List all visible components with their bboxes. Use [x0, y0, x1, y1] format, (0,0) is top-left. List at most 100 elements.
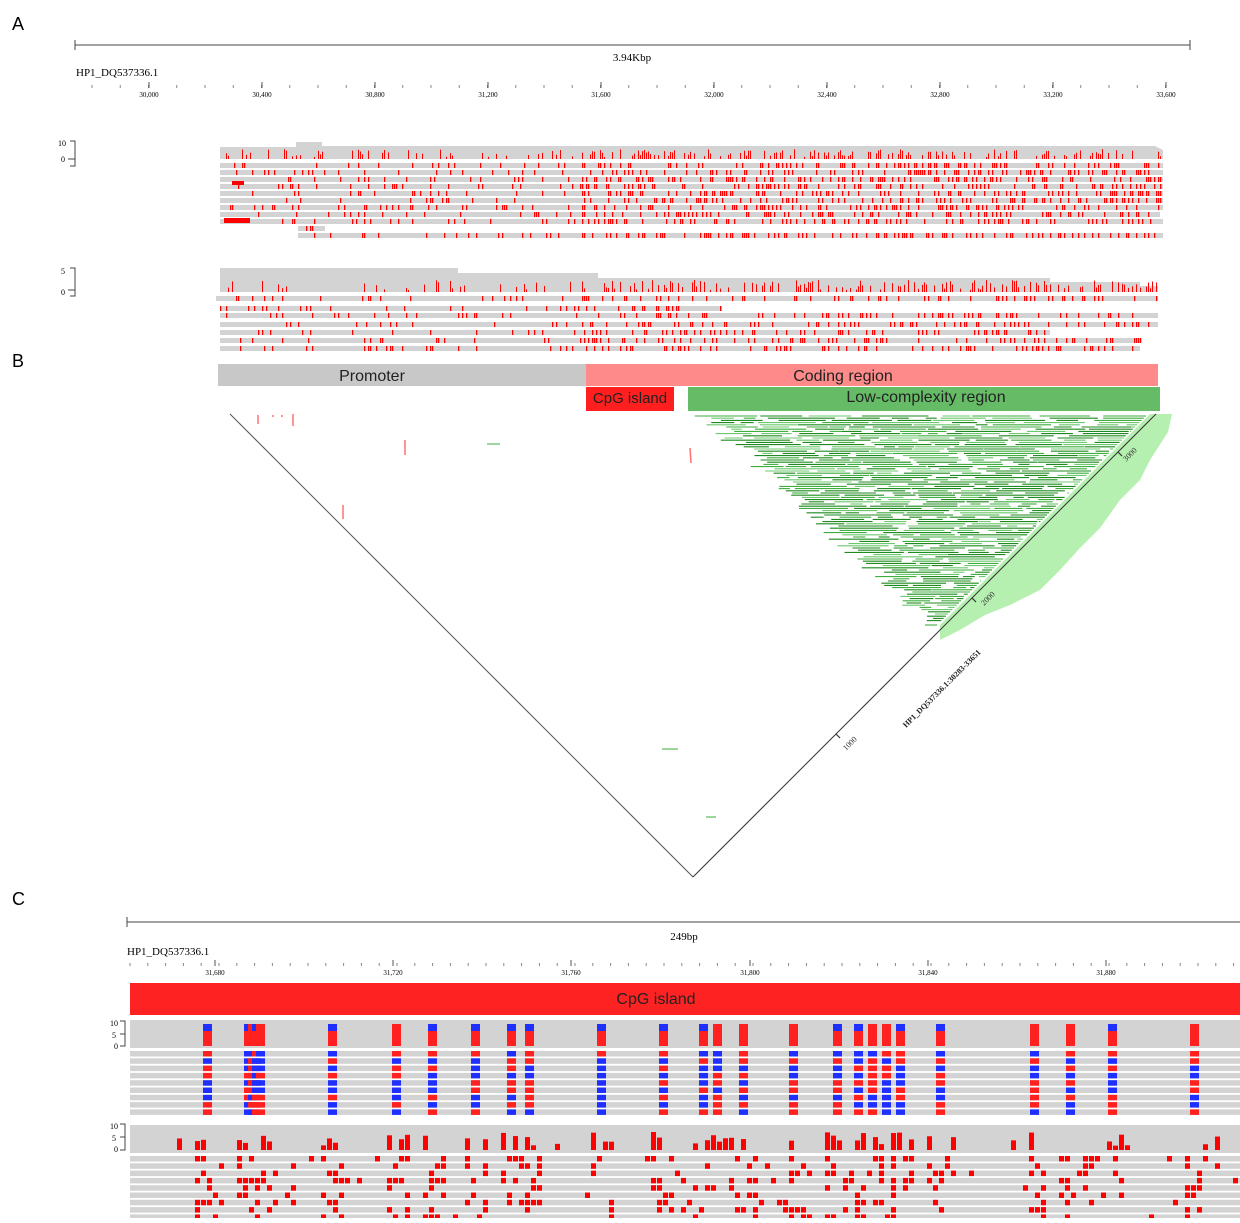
mismatch-mark	[774, 233, 776, 238]
mismatch-mark	[732, 177, 734, 182]
mismatch-mark	[760, 163, 762, 168]
mismatch-mark	[1112, 281, 1113, 292]
dot-plot-triangle: 1000 2000 3000 HP1_DQ537336.1:30283-3365…	[229, 413, 1172, 878]
mismatch-mark	[942, 184, 944, 189]
mismatch-mark	[850, 288, 851, 292]
mismatch-mark	[690, 338, 692, 343]
mismatch-mark	[976, 184, 978, 189]
mismatch-mark	[597, 1156, 602, 1162]
mismatch-mark	[608, 338, 610, 343]
methylation-column	[392, 1024, 401, 1046]
mismatch-mark	[710, 289, 711, 292]
panel-a-sample2-mismatches	[220, 280, 1158, 351]
mismatch-mark	[784, 212, 786, 217]
mismatch-mark	[356, 219, 358, 224]
mismatch-mark	[686, 163, 688, 168]
mismatch-mark	[606, 184, 608, 189]
mismatch-mark	[525, 1192, 530, 1198]
mismatch-mark	[928, 170, 930, 175]
mismatch-mark	[890, 322, 892, 327]
mismatch-mark	[1006, 191, 1008, 196]
mismatch-mark	[620, 281, 621, 292]
mismatch-mark	[612, 296, 614, 301]
mismatch-mark	[730, 177, 732, 182]
mismatch-mark	[784, 184, 786, 189]
mismatch-mark	[488, 156, 489, 159]
mismatch-mark	[1038, 163, 1040, 168]
mismatch-mark	[1138, 212, 1140, 217]
mismatch-mark	[928, 233, 930, 238]
mismatch-mark	[978, 288, 979, 292]
mismatch-mark	[392, 330, 394, 335]
mismatch-mark	[306, 226, 308, 231]
mismatch-mark	[876, 346, 878, 351]
mismatch-mark	[818, 205, 820, 210]
mismatch-mark	[626, 346, 628, 351]
mismatch-mark	[970, 296, 972, 301]
methylation-call	[699, 1065, 708, 1072]
mismatch-mark	[848, 191, 850, 196]
mismatch-mark	[1056, 338, 1058, 343]
methylation-call	[525, 1094, 534, 1101]
methylation-call	[896, 1094, 905, 1101]
mismatch-mark	[438, 338, 440, 343]
mismatch-mark	[1064, 233, 1066, 238]
mismatch-mark	[258, 330, 260, 335]
mismatch-mark	[390, 346, 392, 351]
mismatch-mark	[908, 163, 910, 168]
mismatch-mark	[584, 163, 586, 168]
mismatch-mark	[804, 219, 806, 224]
mismatch-mark	[1068, 212, 1070, 217]
mismatch-mark	[742, 296, 744, 301]
mismatch-mark	[446, 156, 447, 159]
mismatch-mark	[564, 163, 566, 168]
mismatch-mark	[237, 1163, 242, 1169]
mismatch-mark	[764, 282, 765, 292]
methylation-call	[1066, 1080, 1075, 1086]
mismatch-mark	[700, 346, 702, 351]
mismatch-mark	[891, 1163, 896, 1169]
mismatch-mark	[846, 346, 848, 351]
mismatch-mark	[950, 198, 952, 203]
mismatch-mark	[832, 338, 834, 343]
mismatch-mark	[525, 1207, 530, 1213]
mismatch-mark	[1102, 296, 1104, 301]
mismatch-mark	[273, 1170, 278, 1177]
panel-a-sample1-scale: 10 0	[58, 139, 76, 167]
mismatch-mark	[687, 1199, 692, 1206]
mismatch-mark	[838, 177, 840, 182]
mismatch-mark	[412, 191, 414, 196]
mismatch-mark	[538, 163, 540, 168]
mismatch-mark	[1074, 163, 1076, 168]
mismatch-mark	[483, 1199, 488, 1206]
mismatch-mark	[1158, 191, 1160, 196]
methylation-call	[525, 1080, 534, 1086]
mismatch-mark	[714, 330, 716, 335]
mismatch-mark	[879, 1170, 884, 1177]
mismatch-mark	[880, 205, 882, 210]
mismatch-mark	[1000, 212, 1002, 217]
mismatch-mark	[882, 330, 884, 335]
methylation-call	[597, 1080, 606, 1086]
mismatch-mark	[420, 191, 422, 196]
methylation-call	[896, 1102, 905, 1108]
mismatch-mark	[1110, 198, 1112, 203]
mismatch-mark	[1101, 1192, 1106, 1198]
mismatch-mark	[776, 205, 778, 210]
mismatch-mark	[974, 191, 976, 196]
mismatch-mark	[453, 1214, 458, 1220]
mismatch-mark	[582, 233, 584, 238]
mismatch-mark	[754, 338, 756, 343]
mismatch-mark	[582, 322, 584, 327]
mismatch-mark	[922, 163, 924, 168]
mismatch-mark	[628, 163, 630, 168]
mismatch-mark	[195, 1199, 200, 1206]
mismatch-mark	[890, 219, 892, 224]
mismatch-mark	[674, 322, 676, 327]
mismatch-mark	[1070, 212, 1072, 217]
mismatch-mark	[309, 1156, 314, 1162]
mismatch-mark	[872, 177, 874, 182]
mismatch-mark	[624, 170, 626, 175]
mismatch-mark	[900, 184, 902, 189]
methylation-call	[1030, 1065, 1039, 1072]
